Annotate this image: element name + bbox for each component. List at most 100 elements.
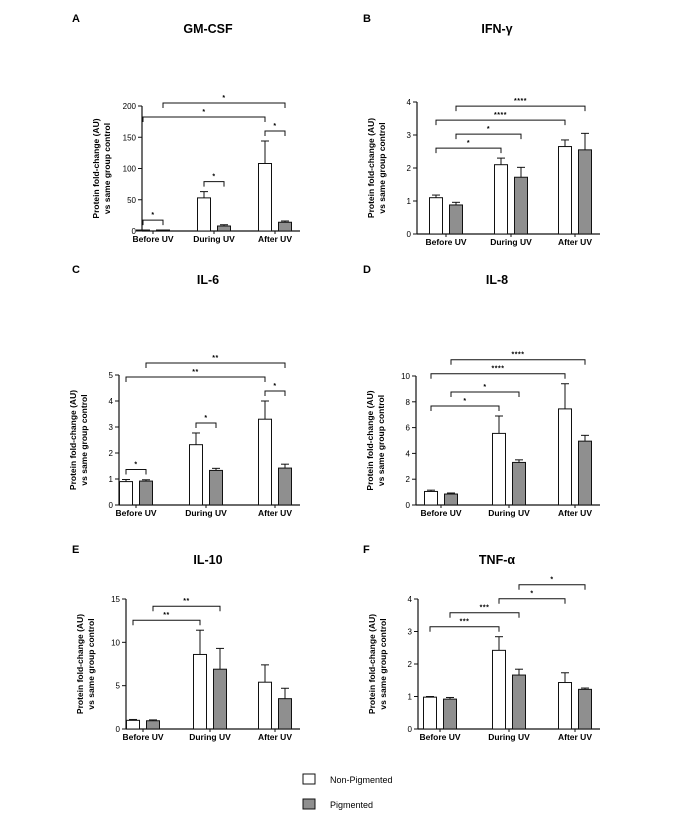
bar-pigmented [514,176,528,235]
y-axis-label-line2: vs same group control [86,618,96,709]
y-tick-label: 4 [109,397,114,406]
bar-pigmented [578,440,592,506]
significance-bracket [518,584,586,590]
significance-label: **** [492,366,505,373]
significance-bracket [435,119,566,126]
y-tick-label: 3 [408,628,413,637]
significance-bracket [195,422,217,428]
significance-bracket [449,612,520,618]
panel-f: F TNF-α Protein fold-change (AU) vs same gr… [363,544,600,742]
significance-bracket [429,626,500,632]
significance-label: * [467,140,470,147]
bar-non-pigmented [558,146,572,235]
significance-bracket [430,373,566,379]
bar-non-pigmented [424,490,438,506]
x-category-label: During UV [488,508,530,518]
significance-label: *** [480,605,490,612]
significance-label: ** [183,598,189,605]
x-category-label: Before UV [425,237,466,247]
bar-non-pigmented [193,653,207,730]
y-tick-label: 2 [406,475,411,484]
significance-label: * [204,415,207,422]
chart-title: IL-8 [486,273,508,287]
y-tick-label: 3 [407,131,412,140]
significance-label: **** [514,98,527,105]
y-tick-label: 4 [406,449,411,458]
significance-label: * [487,126,490,133]
panel-d: D IL-8 Protein fold-change (AU) vs same gro… [363,264,600,518]
y-axis-label-line1: Protein fold-change (AU) [365,390,375,490]
x-category-label: After UV [558,237,592,247]
panel-c: C IL-6 Protein fold-change (AU) vs same gro… [68,264,300,518]
x-category-label: Before UV [132,234,173,244]
significance-label: * [463,398,466,405]
y-tick-label: 50 [127,196,136,205]
significance-bracket [142,116,266,122]
significance-label: * [202,109,205,116]
bar-pigmented [443,698,457,730]
panel-letter: E [72,544,79,556]
y-tick-label: 200 [123,102,137,111]
bar-pigmented [213,668,227,730]
x-category-label: After UV [258,508,292,518]
y-tick-label: 150 [123,133,137,142]
significance-label: * [273,123,276,130]
x-category-label: After UV [258,732,292,742]
y-tick-label: 3 [109,423,114,432]
significance-label: **** [512,352,525,359]
x-category-label: Before UV [122,732,163,742]
legend-label: Non-Pigmented [330,775,393,785]
legend: Non-Pigmented Pigmented [302,773,393,810]
significance-bracket [498,598,566,604]
significance-label: * [530,591,533,598]
y-tick-label: 4 [407,98,412,107]
x-category-label: After UV [558,508,592,518]
y-tick-label: 0 [406,501,411,510]
bar-non-pigmented [258,163,272,232]
significance-label: * [134,462,137,469]
bar-pigmented [209,469,223,506]
significance-bracket [430,405,500,411]
x-category-label: During UV [185,508,227,518]
significance-bracket [142,219,164,226]
significance-label: ** [212,355,218,362]
significance-bracket [450,359,586,365]
significance-bracket [125,469,147,475]
panel-b: B IFN-γ Protein fold-change (AU) vs same gr… [363,13,600,247]
y-tick-label: 10 [401,372,410,381]
panel-e: E IL-10 Protein fold-change (AU) vs same gr… [72,544,300,742]
significance-bracket [132,619,201,626]
significance-label: * [483,384,486,391]
panel-letter: F [363,544,370,556]
significance-bracket [145,362,286,368]
chart-title: TNF-α [479,553,515,567]
bar-non-pigmented [492,432,506,506]
x-category-label: After UV [258,234,292,244]
y-axis-label-line2: vs same group control [378,618,388,709]
bar-pigmented [278,221,292,232]
y-tick-label: 0 [407,230,412,239]
bar-pigmented [512,461,526,506]
bar-pigmented [449,204,463,235]
y-tick-label: 100 [123,165,137,174]
bar-pigmented [444,493,458,506]
bar-non-pigmented [494,164,508,235]
bar-non-pigmented [126,719,140,730]
bar-non-pigmented [197,197,211,232]
significance-bracket [152,605,221,612]
significance-label: *** [460,619,470,626]
bar-pigmented [278,698,292,730]
x-category-label: During UV [189,732,231,742]
x-category-label: Before UV [115,508,156,518]
panel-letter: D [363,264,371,276]
significance-label: **** [494,112,507,119]
chart-title: IL-10 [193,553,222,567]
panel-letter: B [363,13,371,25]
y-tick-label: 2 [109,449,114,458]
panel-letter: A [72,13,80,25]
significance-label: * [212,174,215,181]
bar-pigmented [578,688,592,730]
bar-non-pigmented [189,444,203,506]
significance-label: * [550,577,553,584]
